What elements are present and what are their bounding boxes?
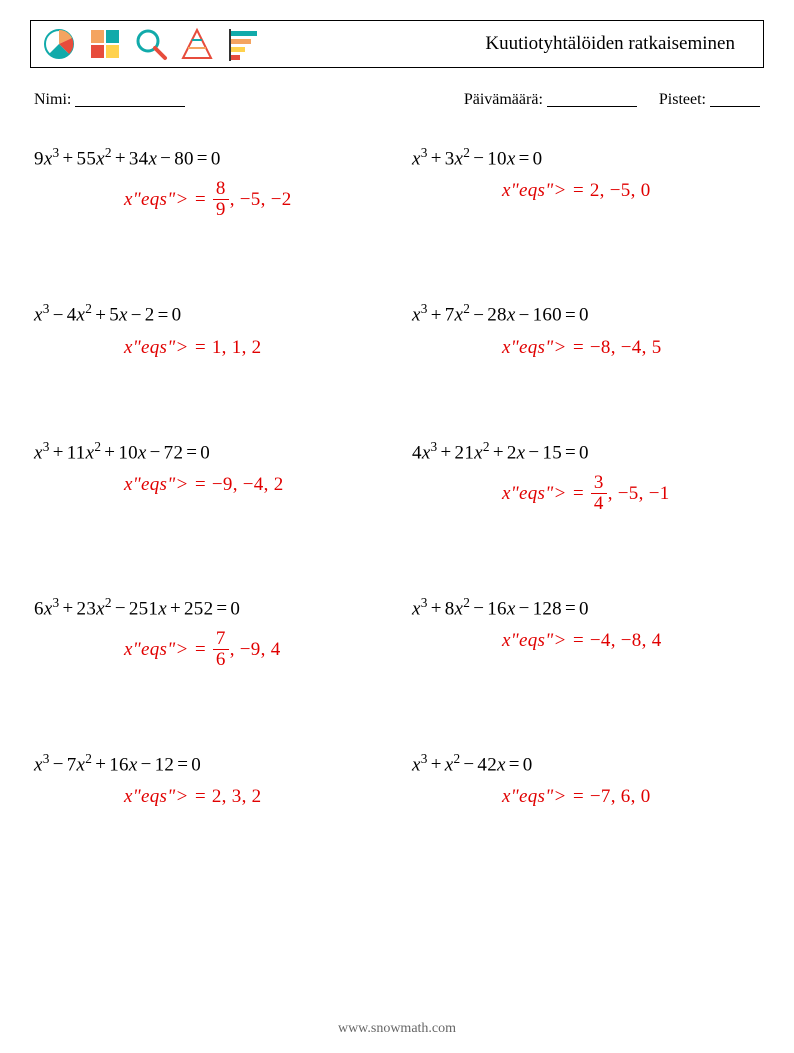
score-blank[interactable] xyxy=(710,91,760,107)
worksheet-title: Kuutiotyhtälöiden ratkaiseminen xyxy=(485,33,753,55)
equation: x3+x2−42x=0 xyxy=(412,751,760,776)
answer: x"eqs"> = −9, −4, 2 xyxy=(34,474,382,496)
problems-grid: 9x3+55x2+34x−80=0 x"eqs"> = 89, −5, −2 x3+… xyxy=(30,139,764,814)
answer: x"eqs"> = 89, −5, −2 xyxy=(34,180,382,221)
date-field: Päivämäärä: xyxy=(464,88,637,109)
pie-chart-icon xyxy=(41,26,77,62)
answer: x"eqs"> = −7, 6, 0 xyxy=(412,786,760,808)
problem-2: x3+3x2−10x=0 x"eqs"> = 2, −5, 0 xyxy=(412,145,760,221)
problem-8: x3+8x2−16x−128=0 x"eqs"> = −4, −8, 4 xyxy=(412,595,760,671)
answer: x"eqs"> = 1, 1, 2 xyxy=(34,337,382,359)
puzzle-icon xyxy=(87,26,123,62)
date-label: Päivämäärä: xyxy=(464,91,543,108)
magnify-icon xyxy=(133,26,169,62)
answer: x"eqs"> = 76, −9, 4 xyxy=(34,630,382,671)
problem-7: 6x3+23x2−251x+252=0 x"eqs"> = 76, −9, 4 xyxy=(34,595,382,671)
name-blank[interactable] xyxy=(75,91,185,107)
problem-4: x3+7x2−28x−160=0 x"eqs"> = −8, −4, 5 xyxy=(412,301,760,358)
equation: x3+3x2−10x=0 xyxy=(412,145,760,170)
equation: 4x3+21x2+2x−15=0 xyxy=(412,439,760,464)
equation: x3+7x2−28x−160=0 xyxy=(412,301,760,326)
problem-3: x3−4x2+5x−2=0 x"eqs"> = 1, 1, 2 xyxy=(34,301,382,358)
equation: x3+11x2+10x−72=0 xyxy=(34,439,382,464)
score-field: Pisteet: xyxy=(659,88,760,109)
header-icons xyxy=(41,26,261,62)
answer: x"eqs"> = 2, −5, 0 xyxy=(412,180,760,202)
problem-10: x3+x2−42x=0 x"eqs"> = −7, 6, 0 xyxy=(412,751,760,808)
name-field: Nimi: xyxy=(34,88,464,109)
score-label: Pisteet: xyxy=(659,91,706,108)
pyramid-icon xyxy=(179,26,215,62)
date-blank[interactable] xyxy=(547,91,637,107)
problem-1: 9x3+55x2+34x−80=0 x"eqs"> = 89, −5, −2 xyxy=(34,145,382,221)
bar-chart-icon xyxy=(225,26,261,62)
equation: x3+8x2−16x−128=0 xyxy=(412,595,760,620)
answer: x"eqs"> = −4, −8, 4 xyxy=(412,630,760,652)
answer: x"eqs"> = 2, 3, 2 xyxy=(34,786,382,808)
equation: 9x3+55x2+34x−80=0 xyxy=(34,145,382,170)
header-box: Kuutiotyhtälöiden ratkaiseminen xyxy=(30,20,764,68)
equation: x3−4x2+5x−2=0 xyxy=(34,301,382,326)
answer: x"eqs"> = −8, −4, 5 xyxy=(412,337,760,359)
worksheet-page: Kuutiotyhtälöiden ratkaiseminen Nimi: Pä… xyxy=(0,0,794,1053)
info-row: Nimi: Päivämäärä: Pisteet: xyxy=(30,88,764,109)
problem-9: x3−7x2+16x−12=0 x"eqs"> = 2, 3, 2 xyxy=(34,751,382,808)
answer: x"eqs"> = 34, −5, −1 xyxy=(412,474,760,515)
name-label: Nimi: xyxy=(34,91,71,108)
equation: x3−7x2+16x−12=0 xyxy=(34,751,382,776)
footer-url: www.snowmath.com xyxy=(0,1021,794,1037)
problem-5: x3+11x2+10x−72=0 x"eqs"> = −9, −4, 2 xyxy=(34,439,382,515)
equation: 6x3+23x2−251x+252=0 xyxy=(34,595,382,620)
problem-6: 4x3+21x2+2x−15=0 x"eqs"> = 34, −5, −1 xyxy=(412,439,760,515)
